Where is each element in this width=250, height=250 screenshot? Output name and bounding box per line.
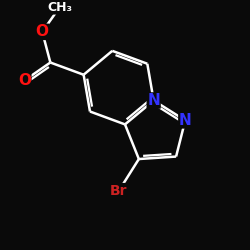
Text: CH₃: CH₃	[47, 1, 72, 14]
Text: N: N	[147, 93, 160, 108]
Text: O: O	[18, 73, 31, 88]
Text: Br: Br	[110, 184, 128, 198]
Text: O: O	[36, 24, 49, 39]
Text: N: N	[179, 113, 192, 128]
